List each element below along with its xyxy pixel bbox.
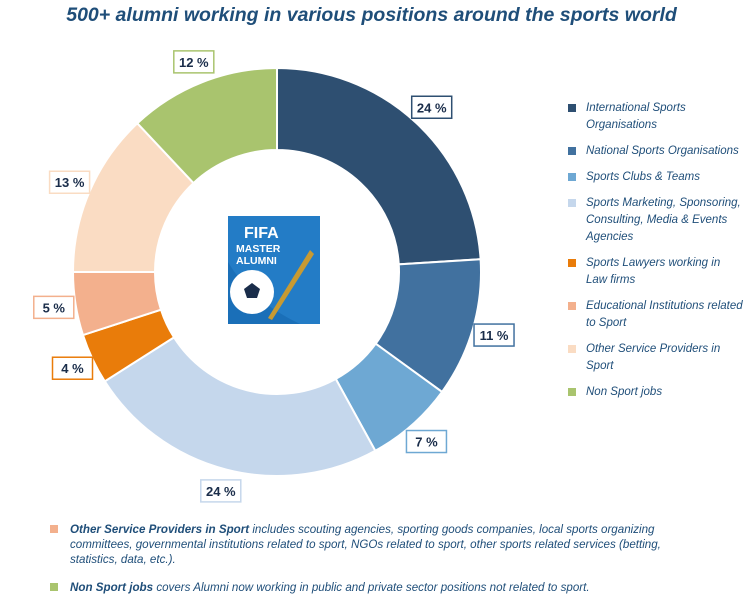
note-term: Other Service Providers in Sport	[70, 523, 250, 536]
note-description: covers Alumni now working in public and …	[153, 581, 590, 594]
data-label: 13 %	[55, 175, 85, 190]
legend-label: Educational Institutions related to Spor…	[586, 300, 743, 329]
data-label-box	[173, 50, 215, 74]
legend-swatch	[568, 302, 576, 310]
donut-slice	[135, 66, 278, 185]
chart-legend: International Sports Organisations Nation…	[568, 100, 743, 410]
svg-text:MASTER: MASTER	[236, 243, 281, 255]
svg-text:FIFA: FIFA	[244, 225, 279, 242]
data-label-box	[200, 479, 242, 503]
data-label-box	[51, 356, 94, 380]
donut-slice	[276, 66, 482, 266]
data-label: 11 %	[480, 328, 509, 343]
data-label-box	[473, 323, 515, 347]
legend-swatch	[568, 388, 576, 396]
pen-icon	[268, 250, 314, 320]
legend-swatch	[568, 173, 576, 181]
fifa-master-alumni-logo: FIFA MASTER ALUMNI	[228, 216, 320, 324]
legend-item: Sports Marketing, Sponsoring, Consulting…	[568, 195, 743, 246]
legend-label: International Sports Organisations	[586, 102, 686, 131]
note-term: Non Sport jobs	[70, 581, 154, 594]
legend-label: Sports Marketing, Sponsoring, Consulting…	[586, 197, 741, 243]
legend-swatch	[568, 147, 576, 155]
legend-item: International Sports Organisations	[568, 100, 743, 134]
data-label-box	[410, 95, 453, 120]
note-non-sport-jobs: Non Sport jobs covers Alumni now working…	[50, 580, 700, 595]
data-label: 7 %	[415, 435, 438, 450]
data-label: 24 %	[417, 100, 447, 115]
legend-item: Educational Institutions related to Spor…	[568, 298, 743, 332]
legend-swatch	[568, 199, 576, 207]
legend-item: Sports Lawyers working in Law firms	[568, 255, 743, 289]
chart-title: 500+ alumni working in various positions…	[66, 4, 677, 26]
donut-slice	[103, 335, 377, 477]
legend-label: Non Sport jobs	[586, 386, 663, 398]
legend-label: National Sports Organisations	[586, 145, 739, 157]
data-label-box	[405, 429, 448, 454]
legend-item: Other Service Providers in Sport	[568, 341, 743, 375]
legend-label: Other Service Providers in Sport	[586, 343, 721, 372]
note-description: includes scouting agencies, sporting goo…	[70, 523, 661, 566]
note-other-service-providers: Other Service Providers in Sport include…	[50, 522, 700, 567]
legend-swatch	[568, 104, 576, 112]
svg-text:ALUMNI: ALUMNI	[236, 255, 277, 267]
data-label: 4 %	[61, 361, 84, 376]
data-label-box	[48, 170, 91, 194]
legend-item: National Sports Organisations	[568, 143, 743, 160]
data-label: 12 %	[179, 55, 209, 70]
legend-item: Sports Clubs & Teams	[568, 169, 743, 186]
legend-label: Sports Clubs & Teams	[586, 171, 700, 183]
legend-item: Non Sport jobs	[568, 384, 743, 401]
data-label-box	[33, 295, 75, 320]
legend-label: Sports Lawyers working in Law firms	[586, 257, 721, 286]
data-label: 24 %	[206, 484, 236, 499]
legend-swatch	[568, 345, 576, 353]
note-swatch	[50, 583, 58, 591]
data-label: 5 %	[43, 300, 66, 315]
legend-swatch	[568, 259, 576, 267]
note-swatch	[50, 525, 58, 533]
